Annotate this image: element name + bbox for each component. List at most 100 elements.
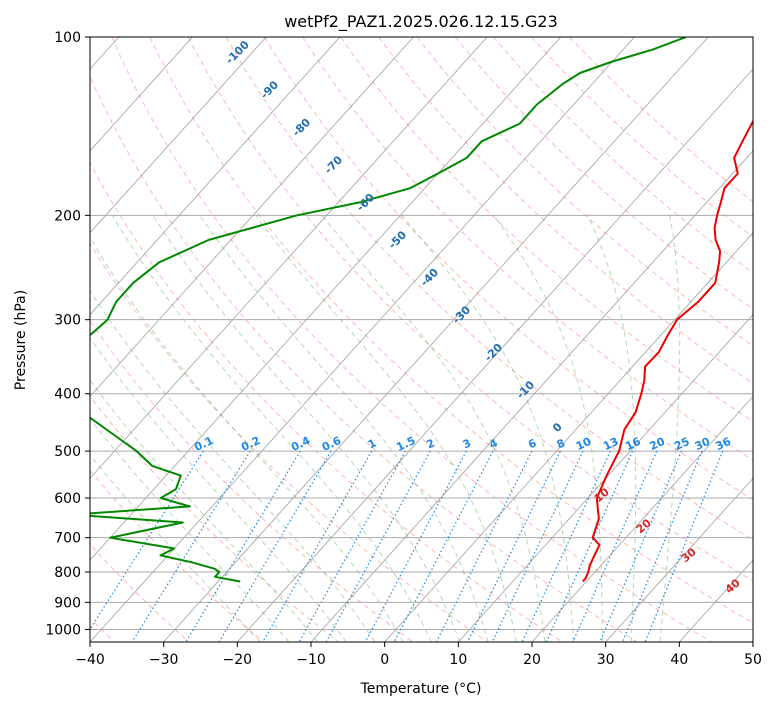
skew-isotherm [90,37,635,642]
mixing-ratio-line [644,450,724,642]
dry-adiabat [90,320,414,642]
skew-isotherm [90,37,414,398]
moist-adiabat [152,215,461,642]
dry-adiabat [90,242,488,642]
skew-isotherm [531,395,753,642]
x-tick-label: −20 [223,652,253,668]
skew-isotherm [90,37,193,152]
y-tick-label: 800 [54,565,81,581]
skew-isotherm [90,37,488,479]
dry-adiabat [90,75,638,642]
mixing-ratio-label: 10 [574,435,594,453]
isotherm-label: 0 [550,420,565,435]
moist-adiabat [90,236,404,642]
dry-adiabat [264,37,753,501]
axes: −40 −30 −20 −10 0 10 20 30 40 5010020030040050060… [45,30,762,668]
moist-adiabat [90,454,261,642]
isotherm-label: -90 [258,78,281,101]
skew-isotherm [163,37,709,642]
mixing-ratio-line [185,450,301,642]
mixing-ratio-label: 13 [601,435,620,453]
moist-adiabat [587,215,637,642]
y-tick-label: 1000 [45,622,81,638]
dry-adiabat [569,37,753,203]
x-tick-label: 10 [449,652,467,668]
dry-adiabat [378,37,753,385]
dry-adiabat-label: 30 [679,545,699,565]
x-tick-label: 40 [670,652,688,668]
dry-adiabat [493,37,753,274]
isotherm-label: -80 [290,116,313,139]
y-tick-label: 100 [54,30,81,46]
isotherm-label: -30 [450,303,473,326]
mixing-ratio-label: 6 [526,436,539,451]
x-tick-label: −10 [296,652,326,668]
dry-adiabat [149,37,753,624]
dry-adiabat [302,37,753,461]
mixing-ratio-line [466,450,561,642]
moist-adiabat [90,336,347,642]
x-tick-label: 0 [380,652,389,668]
x-axis-label: Temperature (°C) [360,681,482,697]
mixing-ratio-label: 16 [623,435,643,453]
y-tick-label: 600 [54,491,81,507]
mixing-ratio-label: 25 [672,435,691,453]
y-tick-label: 300 [54,313,81,329]
mixing-ratio-label: 2 [424,436,436,451]
skew-isotherm [458,313,753,642]
mixing-ratio-label: 4 [487,436,500,451]
moist-adiabat [659,215,681,642]
x-tick-label: −30 [149,652,179,668]
moist-adiabat [90,290,376,642]
mixing-ratio-label: 1 [366,436,378,451]
isotherm-label: -50 [386,228,409,251]
isotherm-label: -40 [418,266,441,289]
mixing-ratio-label: 3 [461,436,473,451]
y-tick-label: 500 [54,444,81,460]
mixing-ratio-line [572,450,658,642]
dry-adiabat [90,469,264,642]
mixing-ratio-label: 30 [693,435,713,453]
dry-adiabat [454,37,753,310]
skew-isotherm [90,37,562,561]
mixing-ratio-label: 36 [714,435,734,453]
dry-adiabat [187,37,753,582]
isotherm-label: -100 [223,38,252,67]
moist-adiabat [255,215,517,642]
dry-adiabat-label: 40 [723,576,743,596]
mixing-ratio-line [298,450,406,642]
mixing-ratio-label: 20 [648,435,668,453]
mixing-ratio-label: 8 [555,436,567,451]
dry-adiabat [225,37,753,541]
dry-adiabat [531,37,753,238]
mixing-ratio-line [599,450,682,642]
y-tick-label: 700 [54,531,81,547]
skew-isotherm [752,641,753,642]
dewpoint-trace [90,37,687,583]
mixing-ratio-line [90,450,204,631]
plot-frame [89,36,754,643]
mixing-ratio-line [218,450,332,642]
dry-adiabat-label: 20 [634,516,654,536]
isotherm-label: -60 [354,191,377,214]
isotherm-label: -10 [514,378,537,401]
x-tick-label: 30 [597,652,615,668]
moist-adiabat [493,215,603,642]
skew-isotherm [605,477,753,642]
moist-adiabat [90,379,319,642]
x-tick-label: 50 [744,652,762,668]
moist-adiabat [401,214,575,642]
x-tick-label: 20 [523,652,541,668]
moist-adiabat [90,418,290,642]
skew-isotherm [90,37,341,316]
y-tick-label: 200 [54,208,81,224]
mixing-ratio-line [521,450,611,642]
mixing-ratio-line [491,450,584,642]
mixing-ratio-line [545,450,634,642]
y-tick-label: 900 [54,595,81,611]
background-guide-lines [90,37,753,642]
temperature-trace [582,119,753,583]
mixing-ratio-line [262,450,373,642]
mixing-ratio-line [325,450,431,642]
